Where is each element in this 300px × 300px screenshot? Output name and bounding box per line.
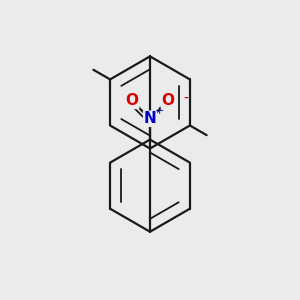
Text: O: O bbox=[161, 93, 174, 108]
Text: O: O bbox=[126, 93, 139, 108]
Text: +: + bbox=[155, 106, 164, 116]
Text: -: - bbox=[184, 92, 189, 106]
Text: N: N bbox=[144, 111, 156, 126]
